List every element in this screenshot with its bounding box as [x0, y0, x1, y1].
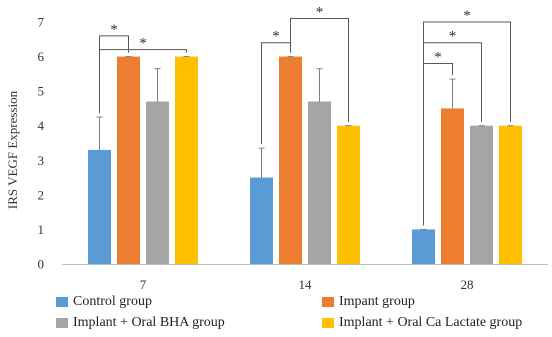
bar: [470, 125, 493, 264]
bar: [146, 101, 169, 264]
x-tick-label: 7: [140, 277, 147, 292]
legend-swatch-bha: [56, 318, 68, 328]
bar: [441, 108, 464, 264]
legend-label-control: Control group: [73, 294, 152, 309]
significance-star: *: [434, 49, 442, 65]
legend: Control group Impant group Implant + Ora…: [56, 294, 552, 334]
y-axis-label: IRS VEGF Expression: [5, 90, 20, 209]
bar: [279, 56, 302, 265]
bar: [88, 149, 111, 264]
y-tick-label: 4: [38, 118, 45, 133]
bar: [337, 125, 360, 264]
bar: [175, 56, 198, 265]
y-tick-label: 5: [38, 84, 45, 99]
legend-item-ca-lactate: Implant + Oral Ca Lactate group: [322, 315, 522, 331]
legend-label-bha: Implant + Oral BHA group: [73, 315, 225, 330]
y-tick-label: 6: [38, 49, 45, 64]
significance-brackets: * * * * * * *: [99, 5, 511, 226]
significance-bracket: [99, 49, 187, 114]
bars: [88, 56, 522, 265]
bar: [308, 101, 331, 264]
bar: [499, 125, 522, 264]
legend-swatch-implant: [322, 297, 334, 307]
y-tick-label: 3: [38, 153, 45, 168]
y-axis-ticks: 0 1 2 3 4 5 6 7: [38, 15, 45, 272]
x-tick-label: 28: [461, 277, 474, 292]
x-tick-label: 14: [299, 277, 313, 292]
significance-star: *: [449, 29, 457, 45]
significance-star: *: [139, 36, 147, 52]
legend-swatch-ca-lactate: [322, 318, 334, 328]
bar: [250, 177, 273, 264]
significance-star: *: [316, 5, 324, 21]
significance-bracket: [423, 21, 511, 226]
y-tick-label: 0: [38, 257, 45, 272]
bar: [412, 229, 435, 264]
legend-label-ca-lactate: Implant + Oral Ca Lactate group: [339, 315, 523, 330]
significance-star: *: [110, 22, 118, 38]
error-bars: [96, 56, 514, 230]
legend-label-implant: Impant group: [339, 294, 415, 309]
legend-item-control: Control group: [56, 294, 152, 310]
legend-item-bha: Implant + Oral BHA group: [56, 315, 225, 331]
y-tick-label: 1: [38, 222, 45, 237]
legend-swatch-control: [56, 297, 68, 307]
significance-bracket: [290, 18, 349, 122]
y-tick-label: 2: [38, 187, 45, 202]
bar: [117, 56, 140, 265]
x-axis-ticks: 7 14 28: [140, 277, 474, 292]
significance-star: *: [272, 29, 280, 45]
y-tick-label: 7: [38, 15, 45, 30]
legend-item-implant: Impant group: [322, 294, 415, 310]
significance-star: *: [463, 8, 471, 24]
